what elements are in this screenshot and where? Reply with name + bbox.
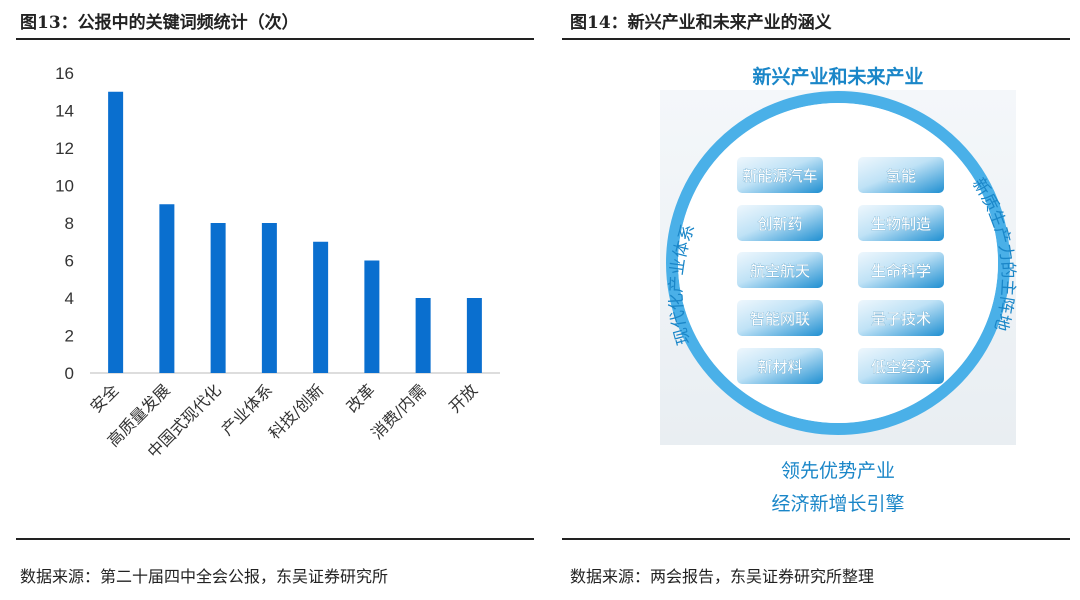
right-figure-title: 图14：新兴产业和未来产业的涵义: [570, 13, 832, 33]
y-tick-label: 10: [55, 177, 74, 196]
y-tick-label: 14: [55, 102, 74, 121]
bars: [108, 91, 482, 373]
industry-box-label: 智能网联: [750, 310, 810, 328]
left-title-rule: [16, 38, 534, 40]
industry-box-label: 低空经济: [871, 358, 931, 376]
bar-安全: [108, 91, 124, 373]
left-source-note: 数据来源：第二十届四中全会公报，东吴证券研究所: [20, 567, 389, 586]
bar-开放: [466, 298, 482, 373]
x-tick-label: 安全: [86, 380, 122, 416]
industry-meaning-diagram: 新兴产业和未来产业 现代化产业体系 新质生产力的主阵地 新能源汽车创新药航空航天…: [660, 65, 1018, 515]
bar-改革: [364, 260, 380, 373]
bar-产业体系: [261, 223, 277, 373]
bottom-label-line2: 经济新增长引擎: [771, 493, 904, 515]
industry-box: [858, 348, 944, 384]
bar-中国式现代化: [210, 223, 226, 373]
industry-box-label: 新能源汽车: [742, 167, 817, 185]
y-tick-label: 4: [65, 289, 74, 308]
industry-box-label: 生命科学: [871, 262, 931, 280]
outer-ring: [666, 91, 1010, 435]
bar-消费/内需: [415, 298, 431, 373]
industry-box-label: 新材料: [757, 358, 802, 376]
industry-box: [858, 300, 944, 336]
y-tick-label: 0: [65, 364, 74, 383]
left-source-rule: [16, 538, 534, 540]
y-tick-label: 16: [55, 64, 74, 83]
y-tick-label: 12: [55, 139, 74, 158]
industry-box: [858, 252, 944, 288]
x-tick-label: 消费/内需: [367, 380, 430, 443]
x-tick-label: 科技/创新: [265, 380, 328, 443]
inner-disc: [678, 103, 998, 423]
left-figure-title: 图13：公报中的关键词频统计（次）: [20, 13, 299, 33]
x-tick-label: 开放: [445, 380, 481, 416]
industry-box-label: 量子技术: [871, 310, 931, 328]
industry-box: [858, 157, 944, 193]
bar-高质量发展: [159, 204, 175, 373]
y-axis: 0 2 4 6 8 10 12 14 16: [55, 64, 500, 383]
industry-box-label: 氢能: [886, 167, 916, 185]
industry-box: [737, 157, 823, 193]
right-title-rule: [562, 38, 1070, 40]
bar-科技/创新: [313, 241, 329, 373]
x-tick-label: 改革: [343, 380, 379, 416]
industry-box-label: 创新药: [757, 215, 802, 233]
industry-box-label: 生物制造: [871, 215, 931, 233]
right-source-note: 数据来源：两会报告，东吴证券研究所整理: [570, 567, 875, 586]
industry-box: [737, 348, 823, 384]
industry-box: [858, 205, 944, 241]
industry-box: [737, 205, 823, 241]
y-tick-label: 8: [65, 214, 74, 233]
industry-box: [737, 300, 823, 336]
y-tick-label: 6: [65, 252, 74, 271]
industry-box: [737, 252, 823, 288]
bottom-label-line1: 领先优势产业: [781, 460, 895, 482]
industry-box-label: 航空航天: [750, 262, 810, 280]
y-tick-label: 2: [65, 327, 74, 346]
right-source-rule: [562, 538, 1070, 540]
diagram-top-label: 新兴产业和未来产业: [752, 65, 923, 88]
